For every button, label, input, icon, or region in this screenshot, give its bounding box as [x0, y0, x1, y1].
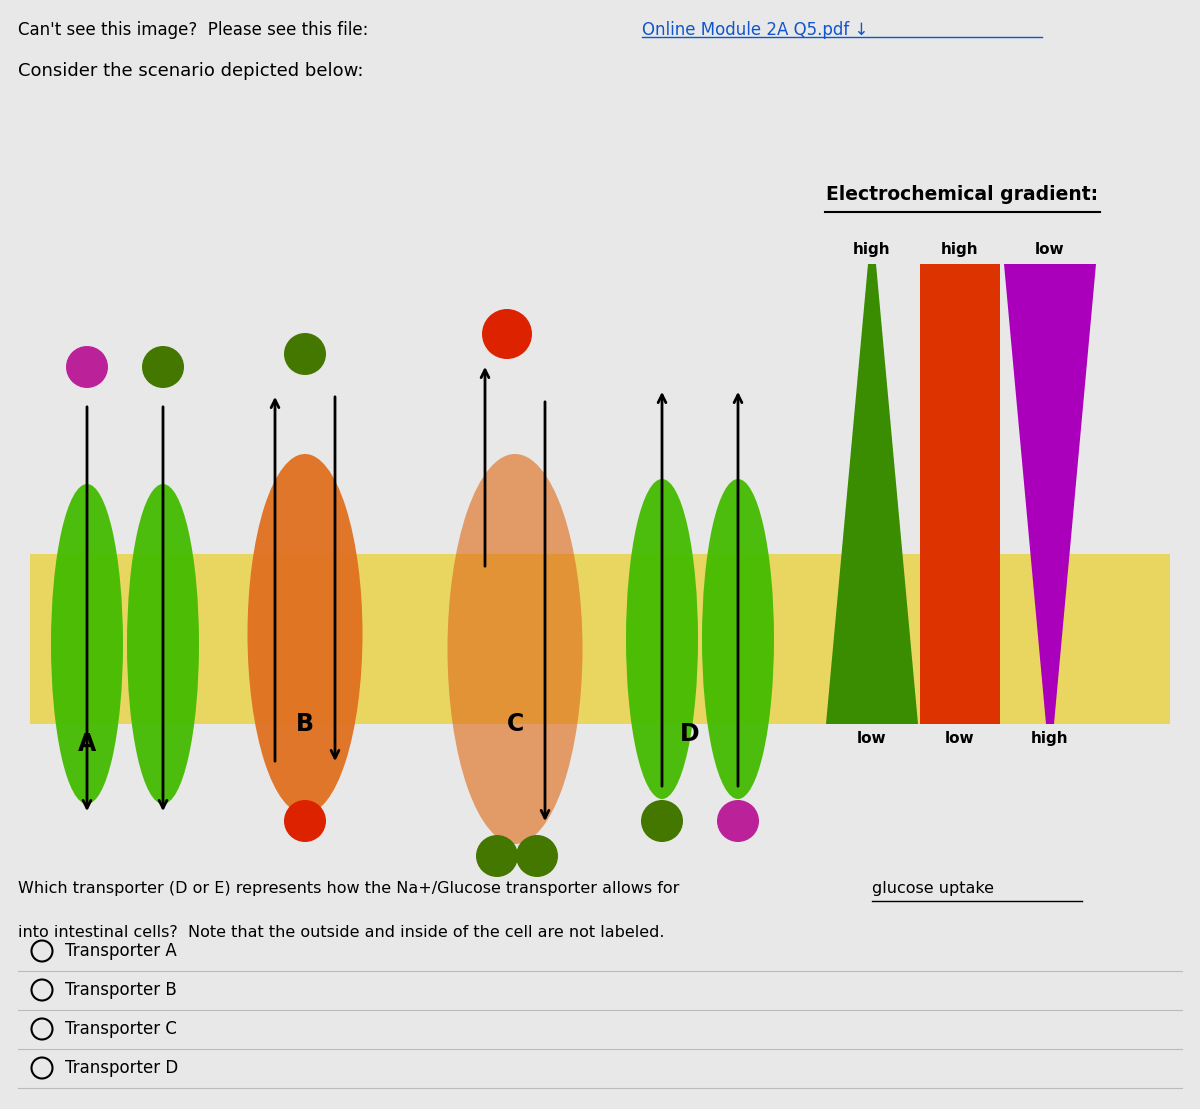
Ellipse shape	[127, 484, 199, 804]
Text: Which transporter (D or E) represents how the Na+/Glucose transporter allows for: Which transporter (D or E) represents ho…	[18, 881, 684, 896]
Circle shape	[718, 800, 760, 842]
Ellipse shape	[702, 479, 774, 798]
Circle shape	[516, 835, 558, 877]
Bar	[30, 554, 1170, 724]
Text: A: A	[78, 732, 96, 756]
Text: low: low	[1036, 242, 1064, 257]
Text: B: B	[296, 712, 314, 736]
Circle shape	[641, 800, 683, 842]
Text: C: C	[506, 712, 523, 736]
Ellipse shape	[448, 454, 582, 844]
Circle shape	[142, 346, 184, 388]
Polygon shape	[826, 264, 918, 724]
Circle shape	[284, 333, 326, 375]
Text: low: low	[946, 731, 974, 746]
Text: Online Module 2A Q5.pdf ↓: Online Module 2A Q5.pdf ↓	[642, 21, 869, 39]
Circle shape	[476, 835, 518, 877]
Ellipse shape	[50, 484, 124, 804]
Text: Transporter A: Transporter A	[65, 942, 176, 960]
Polygon shape	[920, 264, 1000, 724]
Circle shape	[482, 309, 532, 359]
Text: high: high	[853, 242, 890, 257]
Text: Transporter C: Transporter C	[65, 1020, 176, 1038]
Ellipse shape	[247, 454, 362, 814]
Text: high: high	[941, 242, 979, 257]
Text: Transporter D: Transporter D	[65, 1059, 179, 1077]
Polygon shape	[1004, 264, 1096, 724]
Text: Transporter B: Transporter B	[65, 981, 176, 999]
Text: Electrochemical gradient:: Electrochemical gradient:	[826, 185, 1098, 204]
Ellipse shape	[626, 479, 698, 798]
Circle shape	[66, 346, 108, 388]
Text: into intestinal cells?  Note that the outside and inside of the cell are not lab: into intestinal cells? Note that the out…	[18, 925, 665, 940]
Text: glucose uptake: glucose uptake	[872, 881, 994, 896]
Text: low: low	[857, 731, 887, 746]
Circle shape	[284, 800, 326, 842]
Text: high: high	[1031, 731, 1069, 746]
Text: Consider the scenario depicted below:: Consider the scenario depicted below:	[18, 62, 364, 80]
Text: Can't see this image?  Please see this file:: Can't see this image? Please see this fi…	[18, 21, 368, 39]
Text: D: D	[680, 722, 700, 746]
